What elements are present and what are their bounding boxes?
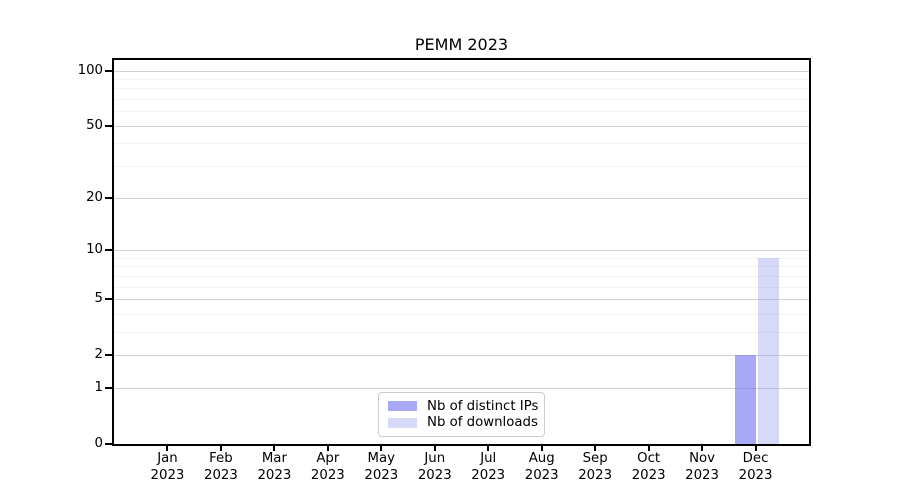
x-tick-label-may: May 2023 — [364, 451, 399, 483]
legend-swatch-downloads — [388, 417, 417, 428]
x-tick-label-jun: Jun 2023 — [417, 451, 452, 483]
gridline-major-20 — [114, 197, 809, 199]
x-tick-mark-sep — [594, 444, 597, 451]
y-tick-label-100: 100 — [77, 62, 103, 78]
gridline-major-10 — [114, 249, 809, 251]
gridline-minor-4 — [114, 313, 809, 315]
x-tick-label-nov: Nov 2023 — [685, 451, 719, 483]
y-tick-mark-10 — [105, 248, 112, 251]
gridline-minor-90 — [114, 78, 809, 80]
y-tick-label-50: 50 — [86, 117, 103, 133]
gridline-major-2 — [114, 355, 809, 357]
y-tick-label-20: 20 — [86, 189, 103, 205]
x-tick-label-oct: Oct 2023 — [631, 451, 666, 483]
gridline-minor-60 — [114, 111, 809, 113]
x-tick-label-sep: Sep 2023 — [578, 451, 613, 483]
gridline-minor-9 — [114, 257, 809, 259]
x-tick-mark-jul — [487, 444, 490, 451]
x-tick-mark-dec — [754, 444, 757, 451]
x-tick-label-jan: Jan 2023 — [150, 451, 185, 483]
gridline-minor-30 — [114, 166, 809, 168]
x-tick-label-aug: Aug 2023 — [524, 451, 559, 483]
bar-nb-of-downloads-dec — [758, 257, 780, 444]
y-tick-mark-20 — [105, 196, 112, 199]
y-tick-mark-2 — [105, 354, 112, 357]
x-tick-mark-oct — [647, 444, 650, 451]
gridline-minor-80 — [114, 88, 809, 90]
x-tick-label-feb: Feb 2023 — [204, 451, 238, 483]
gridline-minor-7 — [114, 275, 809, 277]
y-tick-label-0: 0 — [94, 436, 103, 451]
x-tick-mark-mar — [273, 444, 276, 451]
bar-nb-of-distinct-ips-dec — [734, 355, 756, 444]
gridline-minor-3 — [114, 331, 809, 333]
gridline-minor-70 — [114, 99, 809, 101]
x-tick-mark-nov — [701, 444, 704, 451]
x-tick-label-mar: Mar 2023 — [257, 451, 292, 483]
gridline-major-100 — [114, 70, 809, 72]
x-tick-label-apr: Apr 2023 — [310, 451, 345, 483]
x-tick-label-jul: Jul 2023 — [471, 451, 506, 483]
gridline-minor-6 — [114, 286, 809, 288]
legend-label-distinct-ips: Nb of distinct IPs — [427, 398, 539, 414]
plot-area — [112, 58, 811, 446]
legend-item-distinct-ips: Nb of distinct IPs — [388, 398, 539, 414]
y-tick-label-1: 1 — [94, 379, 103, 395]
legend: Nb of distinct IPs Nb of downloads — [378, 392, 545, 437]
gridline-minor-8 — [114, 266, 809, 268]
chart-title: PEMM 2023 — [414, 35, 509, 54]
x-tick-mark-jan — [166, 444, 169, 451]
y-tick-mark-1 — [105, 386, 112, 389]
y-tick-mark-0 — [105, 443, 112, 445]
gridline-major-5 — [114, 298, 809, 300]
y-tick-mark-5 — [105, 297, 112, 300]
y-tick-label-10: 10 — [86, 241, 103, 257]
y-tick-mark-50 — [105, 124, 112, 127]
x-tick-mark-apr — [326, 444, 329, 451]
legend-item-downloads: Nb of downloads — [388, 415, 538, 431]
gridline-major-1 — [114, 387, 809, 389]
y-tick-label-2: 2 — [94, 347, 103, 363]
legend-swatch-distinct-ips — [388, 401, 417, 412]
gridline-minor-40 — [114, 143, 809, 145]
x-tick-label-dec: Dec 2023 — [738, 451, 773, 483]
y-tick-label-5: 5 — [94, 290, 103, 306]
x-tick-mark-jun — [433, 444, 436, 451]
legend-label-downloads: Nb of downloads — [427, 415, 538, 431]
x-tick-mark-aug — [540, 444, 543, 451]
x-tick-mark-feb — [219, 444, 222, 451]
gridline-major-50 — [114, 125, 809, 127]
y-tick-mark-100 — [105, 69, 112, 72]
x-tick-mark-may — [380, 444, 383, 451]
